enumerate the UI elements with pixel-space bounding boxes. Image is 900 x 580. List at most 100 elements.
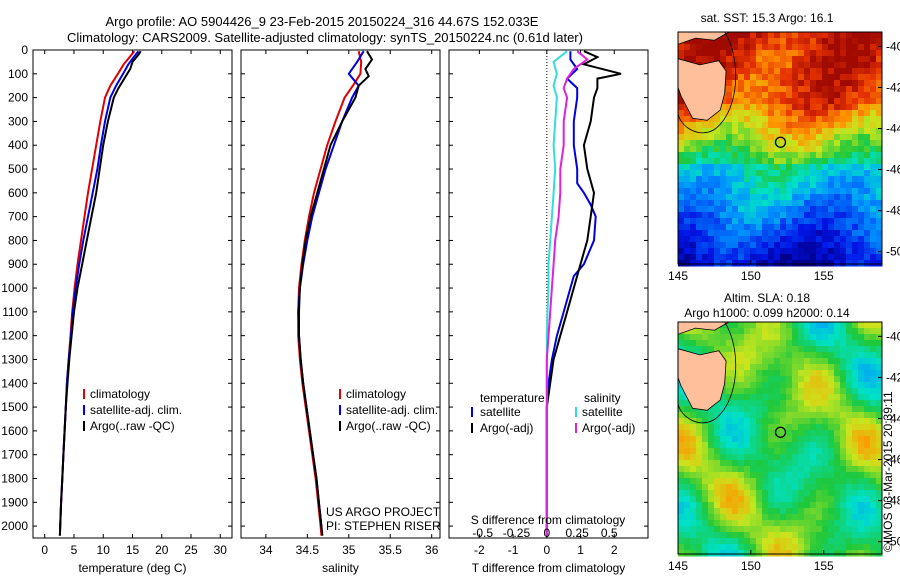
map-cell <box>846 352 853 359</box>
map-cell <box>780 478 787 485</box>
map-cell <box>732 242 739 249</box>
map-cell <box>726 442 733 449</box>
map-cell <box>852 206 859 213</box>
map-cell <box>792 460 799 467</box>
map-cell <box>744 514 751 521</box>
map-cell <box>780 352 787 359</box>
map-cell <box>858 242 865 249</box>
map-cell <box>852 484 859 491</box>
map-cell <box>858 370 865 377</box>
map-cell <box>822 430 829 437</box>
map-cell <box>738 32 745 39</box>
map-cell <box>822 514 829 521</box>
map-cell <box>732 454 739 461</box>
map-cell <box>678 436 685 443</box>
map-cell <box>828 230 835 237</box>
temperature-legend-item: climatology <box>90 387 150 401</box>
map-cell <box>684 236 691 243</box>
map-cell <box>786 418 793 425</box>
map-cell <box>750 104 757 111</box>
depth-tick-label: 2000 <box>1 519 28 533</box>
map-cell <box>834 224 841 231</box>
map-cell <box>732 526 739 533</box>
difference-xtick-label: -1 <box>508 543 519 557</box>
map-cell <box>792 80 799 87</box>
map-cell <box>798 436 805 443</box>
map-cell <box>852 496 859 503</box>
map-cell <box>720 538 727 545</box>
map-cell <box>690 430 697 437</box>
map-cell <box>708 260 715 267</box>
map-cell <box>678 98 685 105</box>
map-cell <box>708 472 715 479</box>
map-cell <box>726 62 733 69</box>
map-cell <box>810 436 817 443</box>
map-cell <box>828 454 835 461</box>
map-cell <box>732 424 739 431</box>
map-cell <box>696 328 703 335</box>
map-cell <box>774 430 781 437</box>
map-cell <box>786 38 793 45</box>
map-cell <box>774 370 781 377</box>
map-cell <box>780 194 787 201</box>
map-cell <box>750 532 757 539</box>
map-cell <box>780 418 787 425</box>
map-cell <box>816 104 823 111</box>
map-cell <box>810 490 817 497</box>
map-cell <box>810 56 817 63</box>
map-cell <box>762 388 769 395</box>
map-cell <box>696 206 703 213</box>
map-cell <box>834 128 841 135</box>
map-cell <box>870 376 877 383</box>
depth-tick-label: 1700 <box>1 448 28 462</box>
map-cell <box>792 454 799 461</box>
map-cell <box>870 436 877 443</box>
map-cell <box>768 418 775 425</box>
map-cell <box>798 454 805 461</box>
map-cell <box>840 322 847 329</box>
map-cell <box>762 218 769 225</box>
map-cell <box>870 550 877 557</box>
map-cell <box>822 376 829 383</box>
map-cell <box>774 472 781 479</box>
map-cell <box>690 200 697 207</box>
map-cell <box>798 370 805 377</box>
map-cell <box>864 346 871 353</box>
map-cell <box>744 206 751 213</box>
map-cell <box>822 62 829 69</box>
map-cell <box>864 334 871 341</box>
map-cell <box>726 44 733 51</box>
map-cell <box>684 230 691 237</box>
map-cell <box>864 538 871 545</box>
map-cell <box>804 550 811 557</box>
map-cell <box>864 400 871 407</box>
map-cell <box>768 424 775 431</box>
map-cell <box>768 394 775 401</box>
map-cell <box>828 466 835 473</box>
map-cell <box>702 56 709 63</box>
map-cell <box>768 526 775 533</box>
map-cell <box>708 50 715 57</box>
map-cell <box>690 224 697 231</box>
map-cell <box>840 448 847 455</box>
map-cell <box>690 484 697 491</box>
map-cell <box>678 254 685 261</box>
map-cell <box>708 254 715 261</box>
map-cell <box>750 442 757 449</box>
map-cell <box>870 424 877 431</box>
map-cell <box>870 194 877 201</box>
map-cell <box>756 544 763 551</box>
map-cell <box>762 86 769 93</box>
map-cell <box>714 110 721 117</box>
map-cell <box>810 478 817 485</box>
map-cell <box>774 520 781 527</box>
map-cell <box>702 218 709 225</box>
map-cell <box>792 128 799 135</box>
map-cell <box>792 364 799 371</box>
map-cell <box>750 520 757 527</box>
map-cell <box>738 128 745 135</box>
map-cell <box>714 236 721 243</box>
map-cell <box>858 110 865 117</box>
salinity-legend-item: Argo(..raw -QC) <box>346 419 431 433</box>
